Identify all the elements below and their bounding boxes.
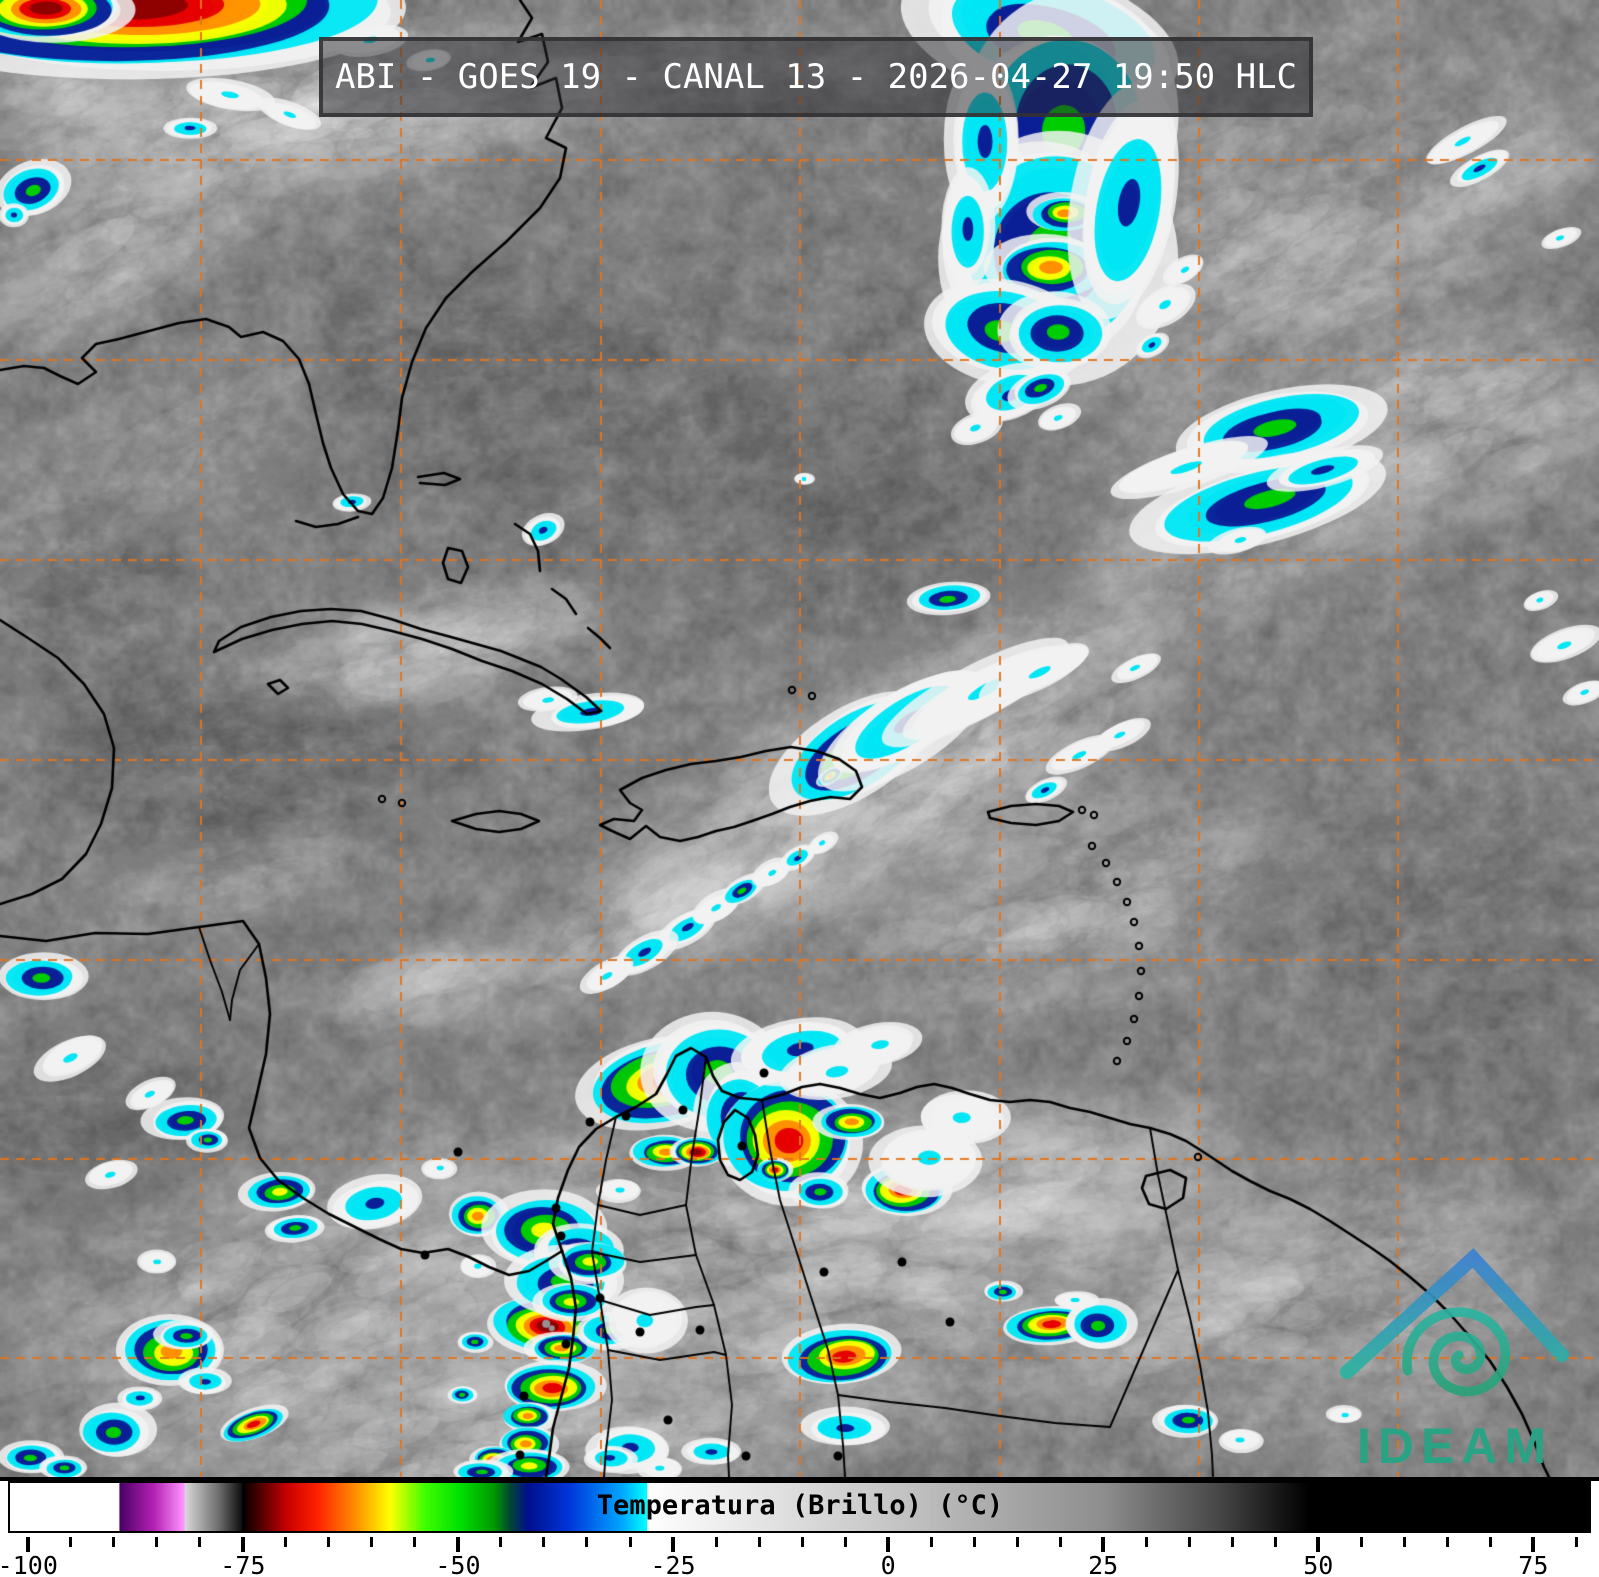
product-title: ABI - GOES 19 - CANAL 13 - 2026-04-27 19… xyxy=(334,57,1298,97)
colorbar-minor-tick xyxy=(327,1537,331,1547)
colorbar-minor-tick xyxy=(1488,1537,1492,1547)
colorbar-tick-label: -25 xyxy=(650,1551,696,1577)
colorbar-major-tick xyxy=(886,1537,891,1552)
colorbar-minor-tick xyxy=(929,1537,933,1547)
colorbar-major-tick xyxy=(1316,1537,1321,1552)
colorbar-minor-tick xyxy=(1144,1537,1148,1547)
colorbar-tick-label: -100 xyxy=(0,1551,58,1577)
colorbar-label: Temperatura (Brillo) (°C) xyxy=(596,1490,1004,1521)
colorbar-minor-tick xyxy=(1273,1537,1277,1547)
title-bar: ABI - GOES 19 - CANAL 13 - 2026-04-27 19… xyxy=(319,37,1313,117)
colorbar-minor-tick xyxy=(843,1537,847,1547)
colorbar-minor-tick xyxy=(499,1537,503,1547)
colorbar-major-tick xyxy=(671,1537,676,1552)
colorbar-minor-tick xyxy=(1187,1537,1191,1547)
logo-wordmark: IDEAM xyxy=(1357,1418,1553,1474)
colorbar-tick-label: 25 xyxy=(1088,1551,1119,1577)
colorbar-minor-tick xyxy=(800,1537,804,1547)
colorbar-minor-tick xyxy=(198,1537,202,1547)
map-frame-bottom-rule xyxy=(0,1477,1599,1481)
satellite-image-canvas xyxy=(0,0,1599,1477)
colorbar-minor-tick xyxy=(628,1537,632,1547)
colorbar-minor-tick xyxy=(69,1537,73,1547)
colorbar-minor-tick xyxy=(757,1537,761,1547)
colorbar-minor-tick xyxy=(1230,1537,1234,1547)
colorbar-minor-tick xyxy=(585,1537,589,1547)
colorbar-minor-tick xyxy=(1359,1537,1363,1547)
colorbar-minor-tick xyxy=(112,1537,116,1547)
colorbar-minor-tick xyxy=(155,1537,159,1547)
colorbar-minor-tick xyxy=(1015,1537,1019,1547)
colorbar-minor-tick xyxy=(284,1537,288,1547)
colorbar-tick-label: 0 xyxy=(880,1551,896,1577)
colorbar-minor-tick xyxy=(1058,1537,1062,1547)
colorbar-gradient xyxy=(8,1481,1591,1533)
colorbar-tick-label: -50 xyxy=(435,1551,481,1577)
colorbar-tick-label: 50 xyxy=(1303,1551,1334,1577)
colorbar-tick-label: 75 xyxy=(1518,1551,1549,1577)
colorbar-major-tick xyxy=(1531,1537,1536,1552)
colorbar-major-tick xyxy=(240,1537,245,1552)
mountain-icon xyxy=(1340,1248,1569,1379)
colorbar-minor-tick xyxy=(1402,1537,1406,1547)
hurricane-spiral-icon xyxy=(1402,1307,1511,1397)
colorbar-major-tick xyxy=(1101,1537,1106,1552)
colorbar-minor-tick xyxy=(972,1537,976,1547)
colorbar-minor-tick xyxy=(370,1537,374,1547)
colorbar-major-tick xyxy=(25,1537,30,1552)
colorbar-minor-tick xyxy=(1445,1537,1449,1547)
ideam-logo: IDEAM xyxy=(1340,1248,1569,1474)
colorbar-minor-tick xyxy=(542,1537,546,1547)
colorbar-minor-tick xyxy=(1574,1537,1578,1547)
colorbar-minor-tick xyxy=(413,1537,417,1547)
colorbar-major-tick xyxy=(455,1537,460,1552)
colorbar-minor-tick xyxy=(714,1537,718,1547)
colorbar-tick-label: -75 xyxy=(220,1551,266,1577)
